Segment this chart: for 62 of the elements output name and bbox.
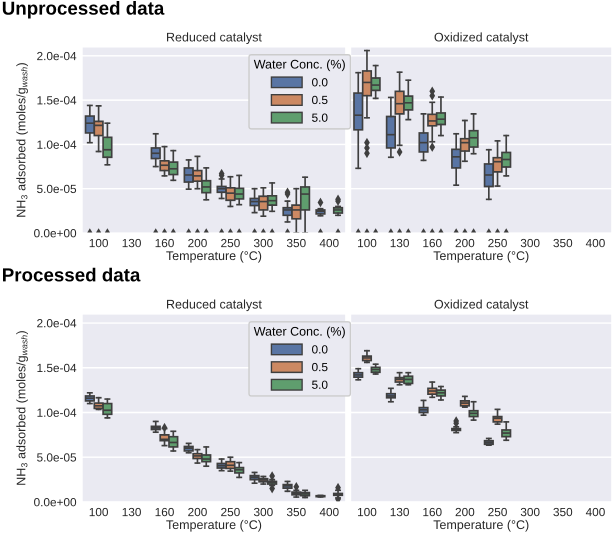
x-tick-label: 400 <box>586 508 605 516</box>
chart-title: Reduced catalyst <box>167 299 262 312</box>
y-tick-label: 1.0e-04 <box>37 140 76 149</box>
y-axis-title: NH$_{3}$ adsorbed (moles/g$_{wash}$) <box>16 331 28 485</box>
y-tick-label: 1.5e-04 <box>37 96 76 105</box>
x-axis-title: Temperature (°C) <box>166 250 262 263</box>
x-tick-label: 130 <box>122 508 141 516</box>
legend-label: 0.0 <box>312 78 328 86</box>
x-tick-label: 100 <box>90 238 108 248</box>
x-tick-label: 200 <box>456 508 474 516</box>
x-tick-label: 100 <box>358 238 376 248</box>
x-tick-label: 250 <box>488 238 507 248</box>
y-tick-label: 0.0e+00 <box>34 229 76 238</box>
x-tick-label: 160 <box>423 238 442 248</box>
legend-label: 0.5 <box>312 362 328 372</box>
x-axis-title: Temperature (°C) <box>166 520 262 532</box>
x-tick-label: 100 <box>358 508 376 516</box>
x-tick-label: 300 <box>520 508 540 516</box>
x-tick-label: 300 <box>520 238 540 248</box>
text: Processed data <box>3 268 140 282</box>
x-tick-label: 400 <box>320 238 339 248</box>
x-tick-label: 400 <box>320 508 339 516</box>
y-tick-label: 5.0e-05 <box>37 453 76 462</box>
x-tick-label: 250 <box>221 508 240 516</box>
x-tick-label: 300 <box>254 508 273 516</box>
x-axis-title: Temperature (°C) <box>433 520 528 532</box>
x-tick-label: 250 <box>488 508 507 516</box>
x-tick-label: 350 <box>286 238 306 248</box>
legend-label: 0.5 <box>312 96 328 104</box>
x-tick-label: 200 <box>188 508 207 516</box>
y-tick-label: 2.0e-04 <box>37 52 76 60</box>
x-tick-label: 130 <box>390 508 409 516</box>
chart-title: Oxidized catalyst <box>434 299 528 312</box>
x-tick-label: 350 <box>553 238 572 248</box>
x-tick-label: 250 <box>221 238 240 248</box>
chart-title: Reduced catalyst <box>167 32 262 44</box>
text: Unprocessed data <box>2 1 164 19</box>
legend-title: Water Conc. (%) <box>254 326 345 338</box>
x-tick-label: 100 <box>90 508 108 516</box>
x-axis-title: Temperature (°C) <box>433 250 528 263</box>
x-tick-label: 200 <box>456 238 474 248</box>
x-tick-label: 400 <box>586 238 605 248</box>
y-tick-label: 2.0e-04 <box>37 319 76 328</box>
legend-label: 0.0 <box>312 345 328 354</box>
x-tick-label: 130 <box>122 238 141 248</box>
x-tick-label: 130 <box>390 238 409 248</box>
legend-label: 5.0 <box>312 380 328 389</box>
x-tick-label: 160 <box>156 508 174 516</box>
y-tick-label: 5.0e-05 <box>37 184 76 194</box>
x-tick-label: 350 <box>553 508 572 516</box>
y-axis-title: NH$_{3}$ adsorbed (moles/g$_{wash}$) <box>16 63 28 217</box>
x-tick-label: 300 <box>254 238 273 248</box>
chart-title: Oxidized catalyst <box>434 32 528 44</box>
y-tick-label: 1.5e-04 <box>37 364 76 372</box>
legend-label: 5.0 <box>312 113 328 122</box>
x-tick-label: 200 <box>188 238 207 248</box>
x-tick-label: 350 <box>286 508 306 516</box>
y-tick-label: 1.0e-04 <box>37 408 76 417</box>
legend-title: Water Conc. (%) <box>254 59 345 72</box>
x-tick-label: 160 <box>423 508 442 516</box>
y-tick-label: 0.0e+00 <box>34 498 76 506</box>
x-tick-label: 160 <box>156 238 174 248</box>
